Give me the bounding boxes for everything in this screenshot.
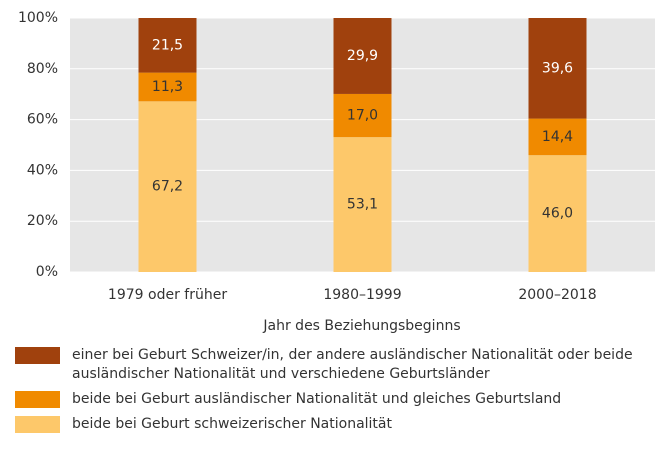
legend-swatch <box>15 391 60 408</box>
y-tick-label: 100% <box>18 10 58 26</box>
bar-segment <box>528 18 587 119</box>
bar-segment <box>138 18 197 73</box>
bar-segment <box>333 137 392 272</box>
legend-label: beide bei Geburt ausländischer Nationali… <box>72 391 562 407</box>
data-label: 21,5 <box>152 37 183 53</box>
bar-segment <box>138 72 197 102</box>
bar-segment <box>528 155 587 272</box>
data-label: 53,1 <box>347 197 378 213</box>
data-label: 29,9 <box>347 48 378 64</box>
y-tick-label: 60% <box>27 112 58 128</box>
y-tick-label: 80% <box>27 61 58 77</box>
legend-item: beide bei Geburt schweizerischer Nationa… <box>15 415 655 434</box>
legend-swatch <box>15 347 60 364</box>
x-tick-label: 1980–1999 <box>323 287 401 303</box>
bar-segment <box>333 93 392 138</box>
data-label: 14,4 <box>542 129 573 145</box>
legend-item: einer bei Geburt Schweizer/in, der ander… <box>15 346 655 384</box>
legend: einer bei Geburt Schweizer/in, der ander… <box>15 346 655 440</box>
y-tick-label: 20% <box>27 213 58 229</box>
data-label: 67,2 <box>152 179 183 195</box>
x-tick-label: 1979 oder früher <box>108 287 227 303</box>
legend-label: einer bei Geburt Schweizer/in, der ander… <box>72 347 633 382</box>
y-tick-label: 40% <box>27 162 58 178</box>
data-label: 17,0 <box>347 108 378 124</box>
data-label: 11,3 <box>152 79 183 95</box>
bar-segment <box>138 101 197 272</box>
bar-segment <box>333 18 392 94</box>
data-label: 39,6 <box>542 60 573 76</box>
data-label: 46,0 <box>542 206 573 222</box>
chart: Jahr des Beziehungsbeginns 0% 20% 40% 60% 80… <box>18 10 655 334</box>
y-tick-label: 0% <box>36 264 58 280</box>
x-tick-label: 2000–2018 <box>518 287 596 303</box>
bar-segment <box>528 118 587 156</box>
legend-swatch <box>15 416 60 433</box>
legend-label: beide bei Geburt schweizerischer Nationa… <box>72 416 392 432</box>
legend-item: beide bei Geburt ausländischer Nationali… <box>15 390 655 409</box>
x-axis-title: Jahr des Beziehungsbeginns <box>262 318 460 334</box>
